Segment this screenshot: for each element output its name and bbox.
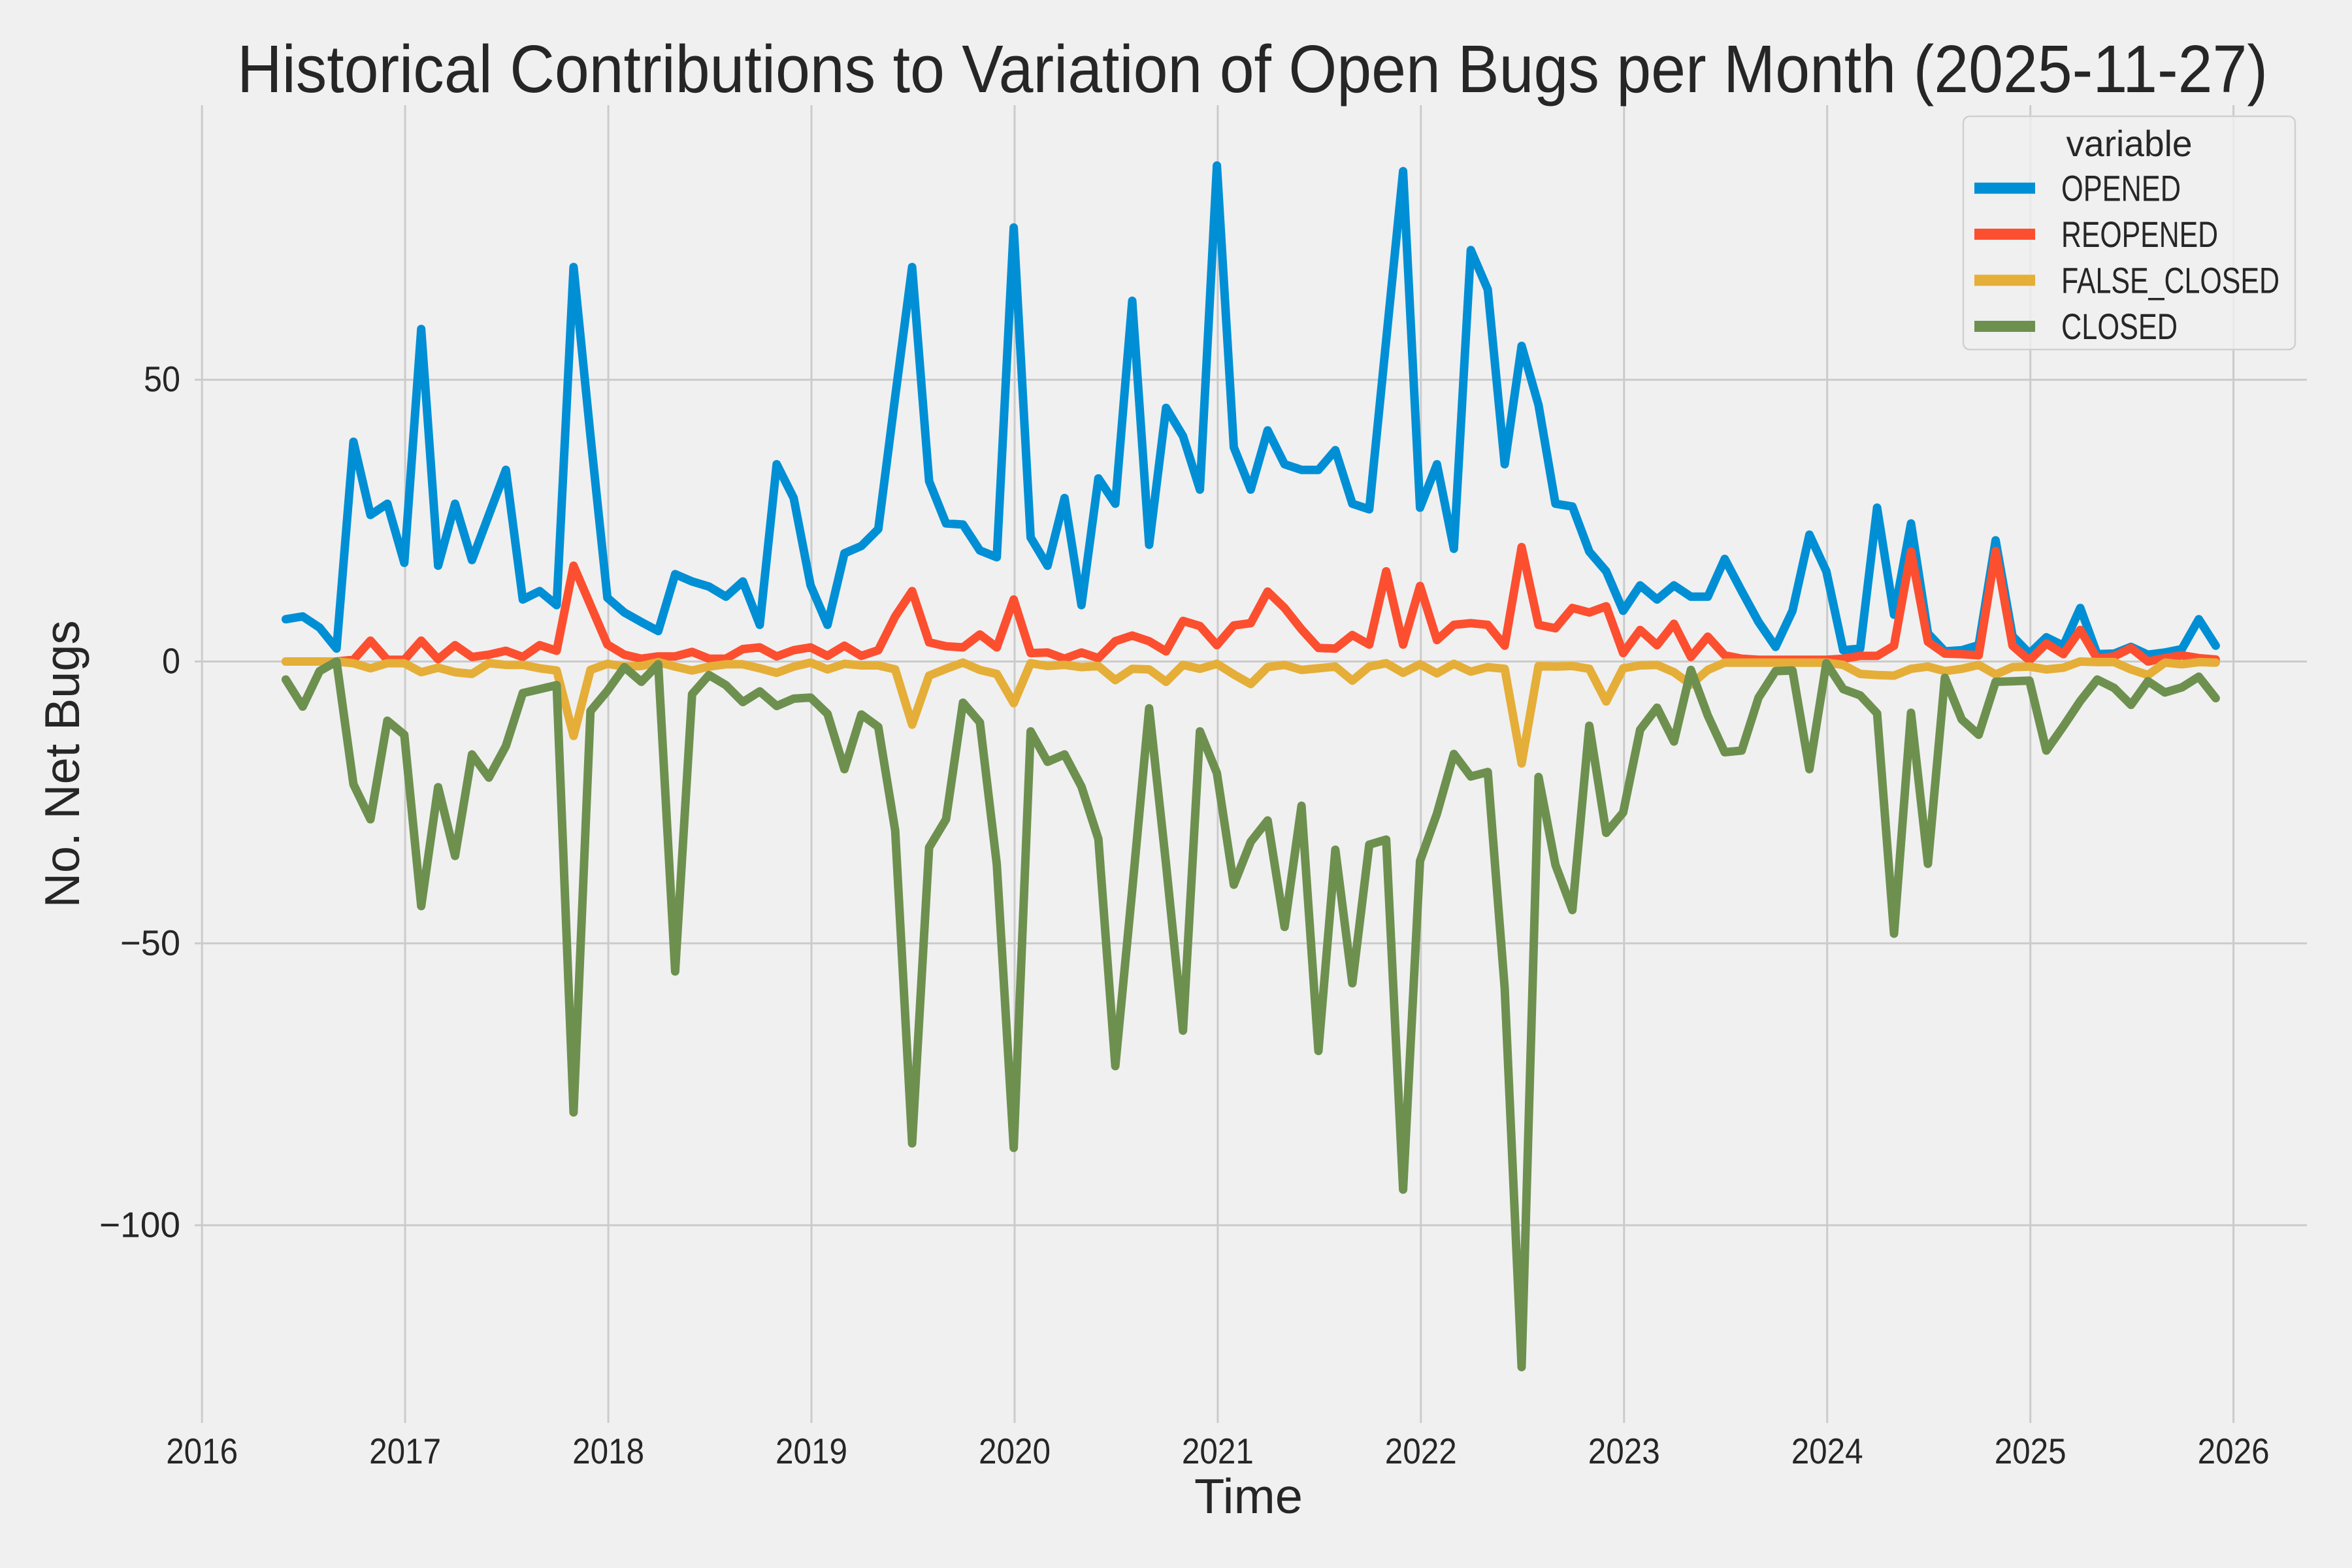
svg-text:variable: variable bbox=[2066, 123, 2193, 164]
svg-text:2023: 2023 bbox=[1588, 1431, 1660, 1471]
svg-text:2024: 2024 bbox=[1791, 1431, 1863, 1471]
svg-text:2021: 2021 bbox=[1182, 1431, 1254, 1471]
svg-text:REOPENED: REOPENED bbox=[2061, 214, 2218, 255]
svg-text:2016: 2016 bbox=[166, 1431, 238, 1471]
svg-text:Time: Time bbox=[1194, 1469, 1303, 1524]
svg-text:2025: 2025 bbox=[1995, 1431, 2066, 1471]
svg-text:0: 0 bbox=[162, 641, 180, 681]
svg-text:FALSE_CLOSED: FALSE_CLOSED bbox=[2061, 260, 2279, 301]
svg-text:2019: 2019 bbox=[776, 1431, 847, 1471]
svg-text:OPENED: OPENED bbox=[2061, 168, 2181, 209]
svg-text:2018: 2018 bbox=[572, 1431, 644, 1471]
svg-text:2020: 2020 bbox=[979, 1431, 1051, 1471]
svg-text:Historical Contributions to Va: Historical Contributions to Variation of… bbox=[237, 31, 2268, 106]
svg-text:−100: −100 bbox=[99, 1204, 180, 1245]
svg-text:2017: 2017 bbox=[369, 1431, 441, 1471]
svg-text:CLOSED: CLOSED bbox=[2061, 306, 2178, 347]
svg-text:2022: 2022 bbox=[1385, 1431, 1457, 1471]
svg-text:No. Net Bugs: No. Net Bugs bbox=[35, 621, 90, 908]
svg-text:−50: −50 bbox=[120, 923, 180, 963]
svg-text:50: 50 bbox=[144, 359, 180, 399]
svg-text:2026: 2026 bbox=[2198, 1431, 2270, 1471]
